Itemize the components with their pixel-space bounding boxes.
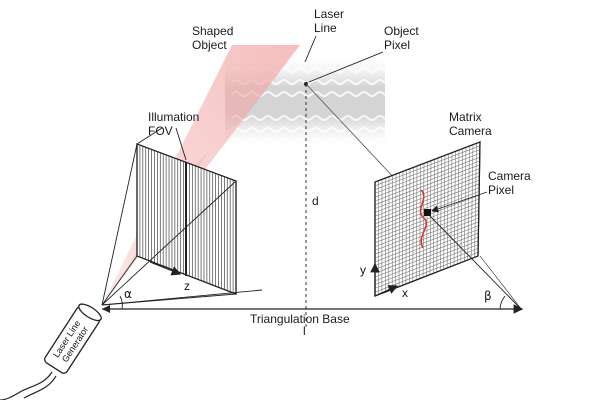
camera-beta-ray-upper	[479, 255, 523, 311]
beta-arc	[499, 295, 506, 310]
z-axis-label: z	[184, 279, 190, 293]
matrix-camera-label-line2: Camera	[449, 124, 492, 138]
laser-line-generator: Laser Line Generator	[44, 303, 102, 374]
camera-pixel-label-line2: Pixel	[488, 183, 514, 197]
z-axis-arrow	[149, 261, 182, 276]
x-axis-label: x	[402, 286, 408, 300]
base-left-arrowhead	[102, 305, 110, 313]
alpha-label: α	[124, 287, 132, 301]
distance-d-label: d	[312, 194, 319, 208]
shaped-object-label-line1: Shaped	[192, 24, 233, 38]
matrix-camera-label-line1: Matrix	[449, 110, 482, 124]
camera-beta-ray	[427, 213, 523, 311]
camera-x-arrow	[374, 285, 399, 297]
beta-label: β	[484, 289, 492, 303]
camera-pixel	[424, 209, 431, 216]
illumination-fov-label-line2: FOV	[148, 124, 173, 138]
object-pixel-label-line2: Pixel	[384, 38, 410, 52]
length-l-label: l	[303, 324, 306, 338]
illumination-fov-panel	[136, 143, 237, 295]
label-leaders	[136, 35, 488, 213]
fov-rays	[101, 143, 263, 306]
illumination-fov-label-line1: Illumation	[148, 110, 199, 124]
alpha-arc	[119, 295, 123, 310]
triangulation-base-label: Triangulation Base	[250, 312, 350, 326]
generator-cable	[0, 371, 53, 400]
y-axis-label: y	[360, 263, 366, 277]
laser-line-label-line2: Line	[314, 21, 337, 35]
camera-pixel-label-line1: Camera	[488, 169, 531, 183]
shaped-object-label-line2: Object	[192, 38, 227, 52]
laser-trace	[419, 189, 427, 249]
laser-line-label-line1: Laser	[314, 7, 344, 21]
object-pixel-label-line1: Object	[384, 24, 419, 38]
matrix-camera	[374, 141, 481, 297]
